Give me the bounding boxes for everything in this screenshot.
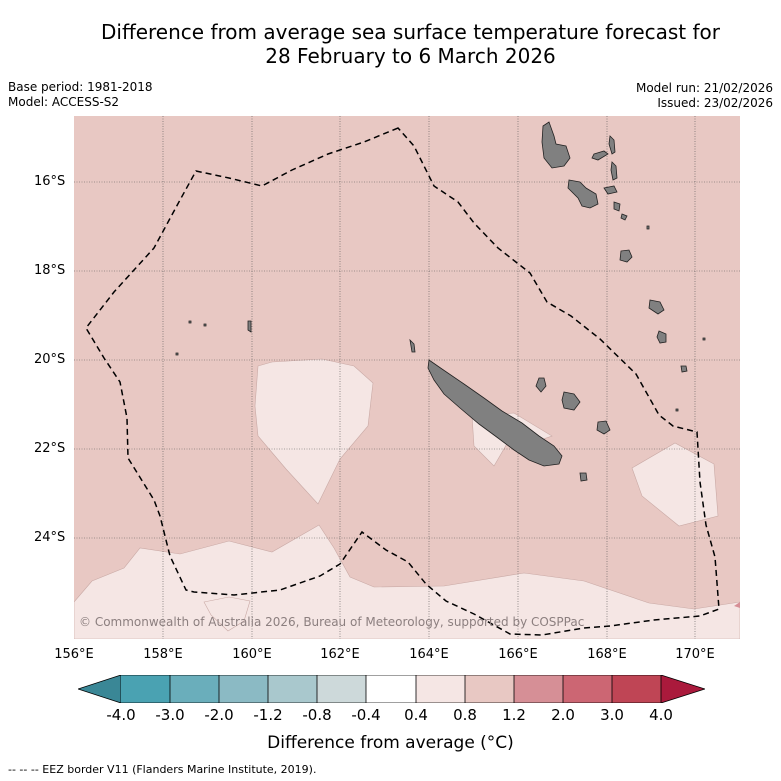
colorbar <box>78 675 705 703</box>
colorbar-bin-4 <box>268 675 317 703</box>
lat-tick-20s: 20°S <box>34 352 66 367</box>
meta-right: Model run: 21/02/2026 Issued: 23/02/2026 <box>636 81 773 111</box>
colorbar-tick: 0.8 <box>453 706 477 724</box>
colorbar-bin-10 <box>563 675 612 703</box>
colorbar-extend-low <box>78 675 122 703</box>
vanuatu-maewo <box>608 135 616 155</box>
vanuatu-pentecost <box>610 161 618 181</box>
colorbar-bin-5 <box>317 675 366 703</box>
vanuatu-espiritu-santo <box>541 121 571 169</box>
issued-date: Issued: 23/02/2026 <box>657 96 773 110</box>
lon-tick-158e: 158°E <box>143 647 183 662</box>
loyalty-mare <box>596 420 611 435</box>
lat-tick-22s: 22°S <box>34 441 66 456</box>
new-caledonia-grande-terre <box>427 359 563 467</box>
graticule <box>74 116 740 639</box>
colorbar-tick: 1.2 <box>502 706 526 724</box>
vanuatu-shepherds <box>620 213 628 221</box>
mild-anomaly-patch-east <box>631 442 719 527</box>
vanuatu-ambrym <box>603 185 618 195</box>
colorbar-bin-3 <box>219 675 268 703</box>
chesterfield-islands <box>247 320 252 333</box>
colorbar-tick: -3.0 <box>155 706 185 724</box>
colorbar-tick: -0.4 <box>351 706 381 724</box>
lon-tick-170e: 170°E <box>675 647 715 662</box>
small-reef-west-3 <box>175 352 179 356</box>
lat-tick-24s: 24°S <box>34 530 66 545</box>
colorbar-label: Difference from average (°C) <box>267 733 514 753</box>
walpole-reef <box>675 408 679 412</box>
lat-tick-16s: 16°S <box>34 174 66 189</box>
small-reef-west-1 <box>188 320 192 324</box>
meta-left: Base period: 1981-2018 Model: ACCESS-S2 <box>8 80 153 110</box>
colorbar-bin-2 <box>170 675 219 703</box>
colorbar-extend-high <box>660 675 705 703</box>
lon-tick-168e: 168°E <box>587 647 627 662</box>
surprise-reef <box>646 225 650 230</box>
lon-tick-162e: 162°E <box>320 647 360 662</box>
vanuatu-efate <box>619 249 633 263</box>
colorbar-tick: -2.0 <box>204 706 234 724</box>
colorbar-bin-9 <box>514 675 563 703</box>
colorbar-tick: 0.4 <box>404 706 428 724</box>
title-line-1: Difference from average sea surface temp… <box>100 20 720 44</box>
colorbar-tick: -1.2 <box>253 706 283 724</box>
vanuatu-erromango <box>648 299 665 315</box>
mild-anomaly-patch-west <box>254 358 374 505</box>
vanuatu-ambae <box>591 150 609 161</box>
warm-anomaly-corner <box>734 602 740 608</box>
map-title: Difference from average sea surface temp… <box>0 20 781 68</box>
colorbar-tick: -4.0 <box>106 706 136 724</box>
lon-tick-156e: 156°E <box>54 647 94 662</box>
small-reef-east <box>702 337 706 341</box>
colorbar-tick: 4.0 <box>649 706 673 724</box>
colorbar-bin-8 <box>465 675 514 703</box>
model-name: Model: ACCESS-S2 <box>8 95 120 109</box>
warm-anomaly-background <box>74 116 740 639</box>
mild-anomaly-patch-small <box>203 596 251 632</box>
eez-footnote: -- -- -- EEZ border V11 (Flanders Marine… <box>8 763 317 776</box>
model-run: Model run: 21/02/2026 <box>635 81 773 95</box>
colorbar-bin-11 <box>612 675 661 703</box>
lon-tick-166e: 166°E <box>498 647 538 662</box>
copyright-notice: © Commonwealth of Australia 2026, Bureau… <box>79 615 584 629</box>
colorbar-bin-7 <box>416 675 465 703</box>
land-masses <box>175 121 706 482</box>
base-period: Base period: 1981-2018 <box>8 80 153 94</box>
lon-tick-164e: 164°E <box>409 647 449 662</box>
colorbar-bin-6 <box>366 675 416 703</box>
belep-islands <box>409 338 416 353</box>
small-reef-west-2 <box>203 323 207 327</box>
vanuatu-malakula <box>567 179 599 209</box>
colorbar-tick: 2.0 <box>551 706 575 724</box>
colorbar-bin-1 <box>121 675 170 703</box>
sst-anomaly-map: © Commonwealth of Australia 2026, Bureau… <box>74 116 740 639</box>
vanuatu-aneityum <box>680 365 688 373</box>
lat-tick-18s: 18°S <box>34 263 66 278</box>
vanuatu-epi <box>613 201 621 212</box>
isle-of-pines <box>579 472 588 482</box>
eez-border <box>85 127 720 636</box>
loyalty-ouvea <box>535 377 547 393</box>
colorbar-tick: -0.8 <box>302 706 332 724</box>
lon-tick-160e: 160°E <box>232 647 272 662</box>
vanuatu-tanna <box>656 330 667 344</box>
loyalty-lifou <box>561 391 581 411</box>
title-line-2: 28 February to 6 March 2026 <box>265 44 556 68</box>
colorbar-tick: 3.0 <box>600 706 624 724</box>
